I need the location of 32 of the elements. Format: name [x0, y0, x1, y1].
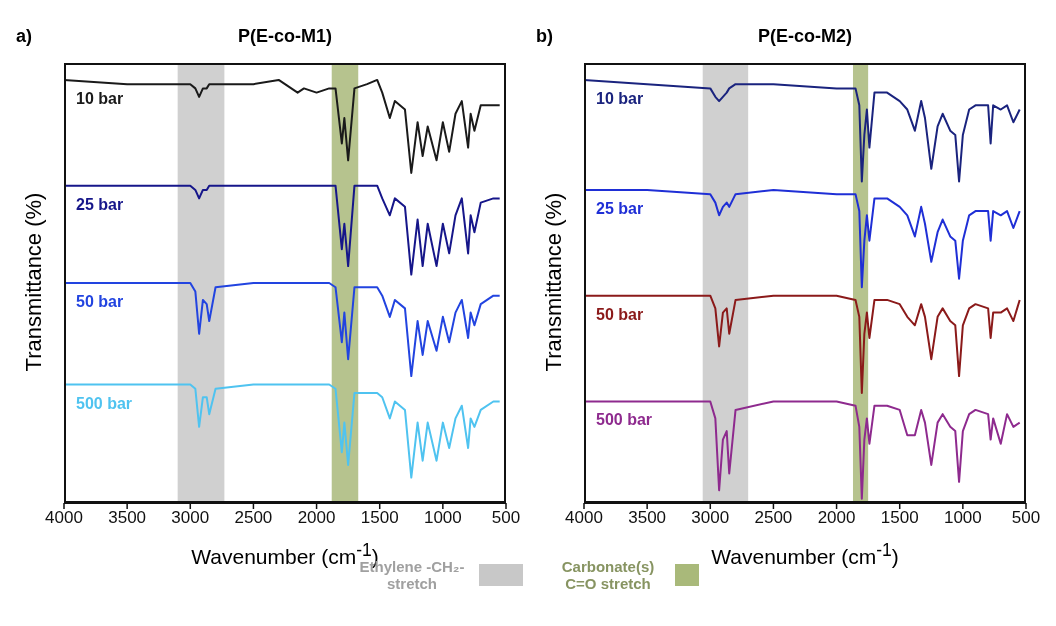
series-label: 25 bar [76, 195, 124, 213]
x-tick-label: 3000 [691, 508, 730, 528]
series-label: 500 bar [76, 394, 133, 412]
x-tick-label: 2500 [234, 508, 273, 528]
y-axis-title: Transmittance (%) [21, 191, 47, 374]
legend-label: Carbonate(s) C=O stretch [561, 558, 655, 592]
x-tick-label: 2500 [754, 508, 793, 528]
series-label: 10 bar [596, 89, 644, 107]
x-tick-label: 4000 [565, 508, 603, 528]
text: b) [536, 26, 553, 47]
y-axis-title: Transmittance (%) [541, 191, 567, 374]
x-tick-label: 500 [491, 508, 521, 528]
series-label: 10 bar [76, 89, 124, 107]
series-label: 50 bar [596, 305, 644, 323]
x-tick-label: 500 [1011, 508, 1041, 528]
x-tick-label: 1500 [360, 508, 399, 528]
x-tick-label: 1500 [880, 508, 919, 528]
x-axis-title: Wavenumber (cm$^{-1}$) [711, 540, 899, 568]
chart-title: P(E-co-M1) [237, 26, 333, 47]
x-tick-label: 3500 [108, 508, 147, 528]
series-label: 500 bar [596, 411, 653, 429]
chart-title: P(E-co-M2) [757, 26, 853, 47]
x-tick-label: 1000 [423, 508, 462, 528]
x-tick-label: 1000 [943, 508, 982, 528]
x-tick-label: 2000 [817, 508, 856, 528]
x-tick-label: 3500 [628, 508, 667, 528]
series-label: 50 bar [76, 293, 124, 310]
text: a) [16, 26, 33, 47]
series-label: 25 bar [596, 199, 644, 217]
x-tick-label: 3000 [171, 508, 210, 528]
x-tick-label: 2000 [297, 508, 336, 528]
x-tick-label: 4000 [45, 508, 83, 528]
